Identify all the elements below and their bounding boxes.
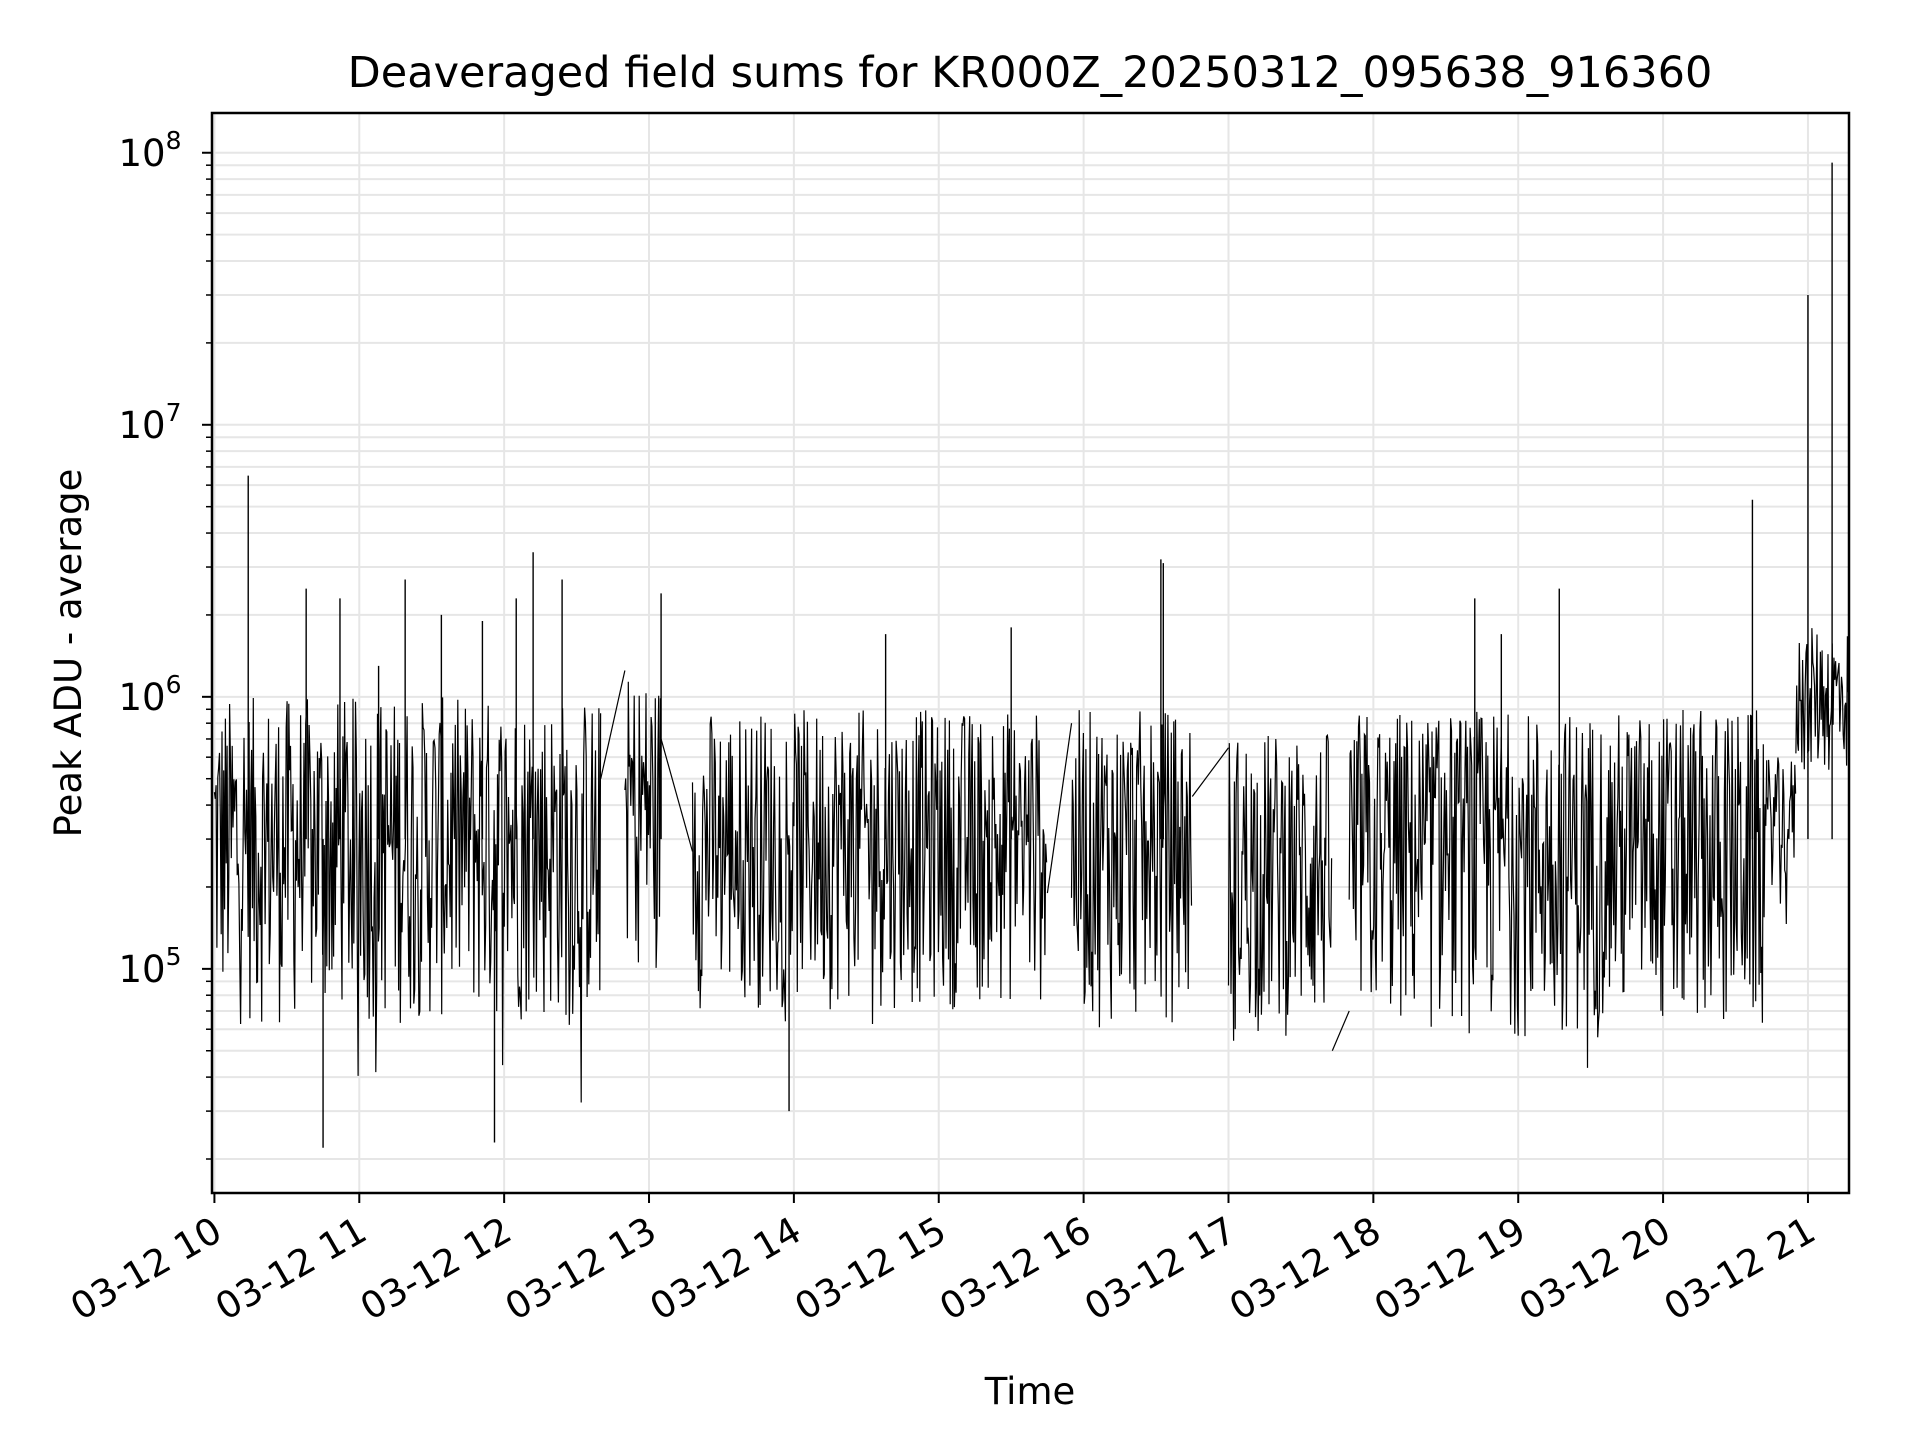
series-line: [1227, 733, 1333, 1041]
series-bridge: [1191, 747, 1229, 797]
y-tick-label: 107: [119, 398, 182, 447]
y-axis-label: Peak ADU - average: [47, 469, 90, 838]
series-line: [624, 681, 662, 968]
series-line: [691, 710, 1048, 1025]
series-line: [1070, 710, 1193, 1028]
x-axis-label: Time: [984, 1370, 1076, 1413]
data-area: [213, 162, 1849, 1148]
chart-title: Deaveraged field sums for KR000Z_2025031…: [348, 48, 1713, 98]
series-bridge: [660, 738, 694, 852]
series-bridge: [600, 670, 626, 779]
series-line: [213, 697, 602, 1103]
y-tick-label: 106: [119, 670, 182, 719]
series-bridge: [1331, 1010, 1350, 1051]
series-line: [1795, 628, 1849, 770]
series-line: [1766, 757, 1797, 925]
y-tick-label: 108: [119, 126, 182, 175]
series-line: [1348, 709, 1768, 1068]
plot-frame: [210, 111, 1851, 1195]
series-bridge: [1046, 723, 1073, 894]
y-tick-label: 105: [119, 942, 182, 991]
